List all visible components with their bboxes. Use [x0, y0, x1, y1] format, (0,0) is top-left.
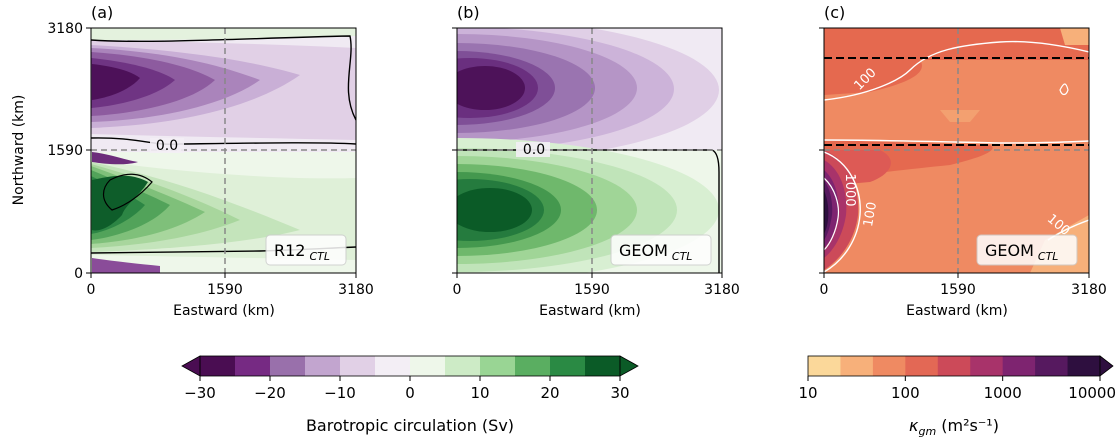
- colorbar-circulation-label: Barotropic circulation (Sv): [306, 416, 514, 435]
- colorbar-circulation-cells: [200, 356, 621, 376]
- colorbar-circulation-tick-label: −10: [324, 384, 356, 402]
- panel-b-inset: GEOM CTL: [610, 234, 712, 266]
- panel-c-xlabel: Eastward (km): [906, 303, 1008, 319]
- colorbar-kappa-cell: [872, 356, 906, 376]
- colorbar-kappa-cell: [840, 356, 874, 376]
- colorbar-kappa-label: κgm (m²s⁻¹): [909, 416, 999, 438]
- colorbar-kappa-max-arrow: [1099, 355, 1114, 377]
- colorbar-circulation-cell: [375, 356, 411, 376]
- panel-b-xtick-label: 0: [453, 282, 462, 298]
- panel-b: 0.0 (b) GEOM CTL 0 1590 3180 Eastward (km…: [452, 3, 740, 319]
- panel-c-contour-label: 100: [861, 201, 880, 228]
- panel-c-xticks: 0 1590 3180: [820, 273, 1107, 298]
- panel-a-ylabel: Northward (km): [11, 95, 27, 206]
- panel-c-inset-sub: CTL: [1038, 250, 1059, 263]
- panel-a-xlabel: Eastward (km): [173, 303, 275, 319]
- panel-a-xtick-label: 1590: [207, 282, 243, 298]
- panel-a-inset: R12 CTL: [265, 234, 347, 266]
- colorbar-circulation: −30 −20 −10 0 10 20 30 Barotropic circulation …: [181, 355, 639, 435]
- panel-b-inset-sub: CTL: [672, 250, 693, 263]
- panel-c-xtick-label: 1590: [940, 282, 976, 298]
- panel-a-field: [91, 28, 356, 273]
- colorbar-circulation-cell: [410, 356, 446, 376]
- colorbar-circulation-ticks: −30 −20 −10 0 10 20 30: [184, 376, 630, 402]
- panel-c-ref-lines: [824, 28, 1089, 273]
- colorbar-circulation-cell: [480, 356, 516, 376]
- panel-c-xtick-label: 0: [820, 282, 829, 298]
- panel-c-inset: GEOM CTL: [976, 234, 1078, 266]
- panel-c-contour-label: 1000: [842, 173, 857, 206]
- colorbar-circulation-min-arrow: [181, 355, 201, 377]
- panel-b-ref-lines: [457, 28, 722, 273]
- panel-a-xticks: 0 1590 3180: [87, 273, 374, 298]
- colorbar-kappa-cell: [1035, 356, 1069, 376]
- colorbar-circulation-cell: [200, 356, 236, 376]
- panel-b-xtick-label: 1590: [574, 282, 610, 298]
- colorbar-circulation-cell: [550, 356, 586, 376]
- panel-c-yticks: [819, 27, 824, 274]
- panel-a-xtick-label: 0: [87, 282, 96, 298]
- colorbar-circulation-cell: [305, 356, 341, 376]
- panel-b-xticks: 0 1590 3180: [453, 273, 740, 298]
- colorbar-kappa-cell: [808, 356, 841, 376]
- colorbar-kappa-tick-label: 10000: [1068, 384, 1116, 402]
- colorbar-circulation-cell: [340, 356, 376, 376]
- panel-a-label: (a): [91, 3, 113, 22]
- colorbar-kappa-cell: [1067, 356, 1101, 376]
- colorbar-circulation-cell: [515, 356, 551, 376]
- panel-b-yticks: [452, 27, 457, 274]
- colorbar-kappa-cell: [970, 356, 1004, 376]
- colorbar-circulation-cell: [270, 356, 306, 376]
- panel-c-inset-label: GEOM: [985, 241, 1034, 260]
- panel-a-ytick-label: 0: [74, 266, 83, 282]
- colorbar-circulation-cell: [585, 356, 621, 376]
- panel-b-xlabel: Eastward (km): [539, 303, 641, 319]
- panel-b-xtick-label: 3180: [704, 282, 740, 298]
- panel-c-label: (c): [824, 3, 845, 22]
- colorbar-kappa-ticks: 10 100 1000 10000: [798, 376, 1116, 402]
- colorbar-kappa-cells: [808, 356, 1101, 376]
- panel-b-zero-label: 0.0: [523, 142, 545, 158]
- colorbar-circulation-tick-label: 20: [540, 384, 559, 402]
- colorbar-kappa-tick-label: 10: [798, 384, 817, 402]
- colorbar-circulation-tick-label: 0: [405, 384, 415, 402]
- colorbar-circulation-tick-label: −30: [184, 384, 216, 402]
- panel-b-inset-label: GEOM: [619, 241, 668, 260]
- colorbar-kappa-cell: [937, 356, 971, 376]
- colorbar-kappa-tick-label: 100: [891, 384, 920, 402]
- panel-a-inset-label: R12: [274, 241, 305, 260]
- panel-b-label: (b): [457, 3, 480, 22]
- panel-a-ytick-label: 1590: [47, 143, 83, 159]
- colorbar-kappa-label-units: (m²s⁻¹): [936, 416, 999, 435]
- colorbar-kappa-tick-label: 1000: [984, 384, 1022, 402]
- colorbar-kappa: 10 100 1000 10000 κgm (m²s⁻¹): [798, 355, 1116, 438]
- colorbar-circulation-tick-label: 10: [470, 384, 489, 402]
- colorbar-circulation-tick-label: −20: [254, 384, 286, 402]
- panel-a-inset-sub: CTL: [309, 250, 330, 263]
- panel-c-xtick-label: 3180: [1071, 282, 1107, 298]
- colorbar-circulation-cell: [445, 356, 481, 376]
- colorbar-circulation-tick-label: 30: [610, 384, 629, 402]
- panel-a-xtick-label: 3180: [338, 282, 374, 298]
- panel-a-zero-label: 0.0: [156, 138, 178, 154]
- colorbar-kappa-cell: [1002, 356, 1036, 376]
- colorbar-circulation-cell: [235, 356, 271, 376]
- colorbar-circulation-max-arrow: [619, 355, 639, 377]
- colorbar-kappa-label-main: κ: [909, 416, 919, 435]
- panel-a-yticks: 3180 1590 0: [47, 21, 91, 282]
- panel-a-ref-lines: [91, 28, 356, 273]
- colorbar-kappa-cell: [905, 356, 939, 376]
- panel-c: 100 1000 100 100 (c) GEOM CTL 0 1590 3180…: [819, 3, 1107, 319]
- colorbar-kappa-label-sub: gm: [918, 425, 936, 438]
- panel-a-ytick-label: 3180: [47, 21, 83, 37]
- panel-a: 0.0 (a) R12 CTL 3180 1590 0 Northward (km…: [11, 3, 374, 319]
